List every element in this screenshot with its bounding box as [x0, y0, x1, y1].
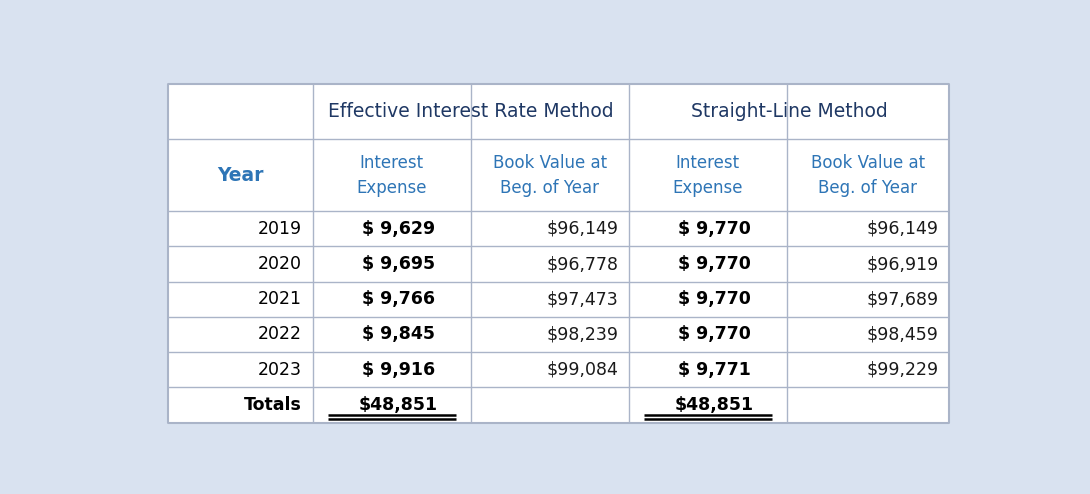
Text: $96,149: $96,149 — [867, 220, 938, 238]
FancyBboxPatch shape — [168, 84, 949, 422]
Text: $ 9,916: $ 9,916 — [362, 361, 435, 379]
Text: $ 9,629: $ 9,629 — [362, 220, 435, 238]
Text: $99,084: $99,084 — [547, 361, 619, 379]
Text: $97,473: $97,473 — [547, 290, 619, 308]
Text: $99,229: $99,229 — [867, 361, 938, 379]
Text: Book Value at
Beg. of Year: Book Value at Beg. of Year — [493, 154, 607, 197]
Text: Year: Year — [217, 165, 264, 185]
Text: 2023: 2023 — [257, 361, 302, 379]
Text: $97,689: $97,689 — [867, 290, 938, 308]
Text: Totals: Totals — [244, 396, 302, 414]
Text: $ 9,770: $ 9,770 — [678, 326, 751, 343]
Text: $48,851: $48,851 — [675, 396, 754, 414]
Text: $ 9,695: $ 9,695 — [362, 255, 435, 273]
Text: $ 9,770: $ 9,770 — [678, 220, 751, 238]
Text: $98,459: $98,459 — [867, 326, 938, 343]
Text: $ 9,770: $ 9,770 — [678, 290, 751, 308]
Text: $96,778: $96,778 — [547, 255, 619, 273]
Text: 2019: 2019 — [257, 220, 302, 238]
Text: 2022: 2022 — [257, 326, 302, 343]
Text: Effective Interest Rate Method: Effective Interest Rate Method — [328, 102, 614, 121]
Text: $ 9,845: $ 9,845 — [362, 326, 435, 343]
Text: $ 9,770: $ 9,770 — [678, 255, 751, 273]
Text: $ 9,771: $ 9,771 — [678, 361, 751, 379]
Text: Straight-Line Method: Straight-Line Method — [690, 102, 887, 121]
Text: 2020: 2020 — [257, 255, 302, 273]
Text: 2021: 2021 — [257, 290, 302, 308]
Text: Book Value at
Beg. of Year: Book Value at Beg. of Year — [811, 154, 925, 197]
Text: $ 9,766: $ 9,766 — [362, 290, 435, 308]
Text: $98,239: $98,239 — [547, 326, 619, 343]
Text: $96,919: $96,919 — [867, 255, 938, 273]
Text: $96,149: $96,149 — [547, 220, 619, 238]
Text: Interest
Expense: Interest Expense — [673, 154, 743, 197]
Text: $48,851: $48,851 — [359, 396, 438, 414]
Text: Interest
Expense: Interest Expense — [356, 154, 427, 197]
